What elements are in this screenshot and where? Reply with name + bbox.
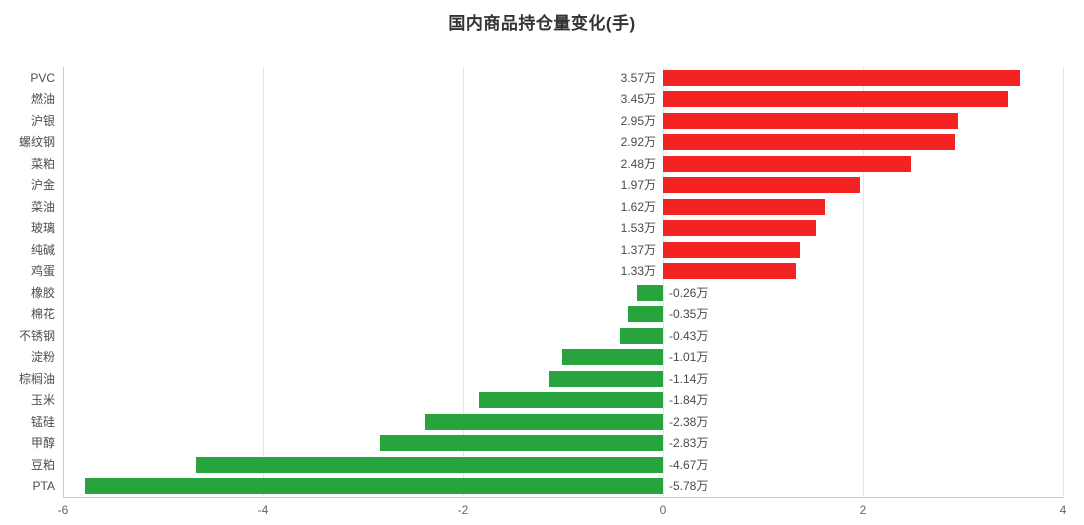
bar-positive[interactable] — [663, 263, 796, 279]
bar-value-label: -1.84万 — [669, 393, 709, 407]
bar-negative[interactable] — [637, 285, 663, 301]
bar-value-label: -5.78万 — [669, 479, 709, 493]
bar-positive[interactable] — [663, 177, 860, 193]
bar-negative[interactable] — [628, 306, 663, 322]
category-label: 棕榈油 — [18, 372, 55, 386]
category-label: 棉花 — [30, 307, 55, 321]
bar-value-label: 1.33万 — [620, 264, 656, 278]
bar-value-label: -2.83万 — [669, 436, 709, 450]
category-label: 淀粉 — [30, 350, 55, 364]
y-axis-line — [63, 67, 64, 497]
bar-positive[interactable] — [663, 134, 955, 150]
category-label: PTA — [32, 479, 55, 493]
category-label: 菜油 — [30, 200, 55, 214]
bar-negative[interactable] — [196, 457, 663, 473]
bar-value-label: -1.01万 — [669, 350, 709, 364]
bar-negative[interactable] — [562, 349, 663, 365]
x-axis-line — [63, 497, 1064, 498]
category-label: 菜粕 — [30, 157, 55, 171]
bar-positive[interactable] — [663, 70, 1020, 86]
x-tick-label: -6 — [57, 503, 69, 517]
category-label: 鸡蛋 — [30, 264, 55, 278]
category-label: 玻璃 — [30, 221, 55, 235]
x-tick-label: 2 — [859, 503, 867, 517]
bar-negative[interactable] — [85, 478, 663, 494]
bar-positive[interactable] — [663, 91, 1008, 107]
bar-value-label: -4.67万 — [669, 458, 709, 472]
grid-line — [263, 67, 264, 497]
bar-value-label: 3.57万 — [620, 71, 656, 85]
bar-value-label: 1.62万 — [620, 200, 656, 214]
bar-negative[interactable] — [380, 435, 663, 451]
bar-value-label: 3.45万 — [620, 92, 656, 106]
bar-positive[interactable] — [663, 113, 958, 129]
x-tick-label: -2 — [457, 503, 469, 517]
bar-negative[interactable] — [620, 328, 663, 344]
bar-positive[interactable] — [663, 220, 816, 236]
bar-positive[interactable] — [663, 156, 911, 172]
bar-positive[interactable] — [663, 199, 825, 215]
bar-positive[interactable] — [663, 242, 800, 258]
grid-line — [863, 67, 864, 497]
category-label: 玉米 — [30, 393, 55, 407]
category-label: 沪金 — [30, 178, 55, 192]
bar-negative[interactable] — [549, 371, 663, 387]
x-tick-label: 4 — [1059, 503, 1067, 517]
bar-value-label: 1.37万 — [620, 243, 656, 257]
bar-value-label: -0.43万 — [669, 329, 709, 343]
x-tick-label: 0 — [659, 503, 667, 517]
category-label: 锰硅 — [30, 415, 55, 429]
bar-value-label: 2.92万 — [620, 135, 656, 149]
category-label: 沪银 — [30, 114, 55, 128]
category-label: 甲醇 — [30, 436, 55, 450]
category-label: 燃油 — [30, 92, 55, 106]
bar-value-label: -1.14万 — [669, 372, 709, 386]
bar-value-label: -2.38万 — [669, 415, 709, 429]
bar-value-label: -0.35万 — [669, 307, 709, 321]
category-label: 不锈钢 — [18, 329, 55, 343]
chart-title: 国内商品持仓量变化(手) — [448, 14, 636, 33]
category-label: 豆粕 — [30, 458, 55, 472]
bar-negative[interactable] — [425, 414, 663, 430]
bar-negative[interactable] — [479, 392, 663, 408]
bar-value-label: 2.95万 — [620, 114, 656, 128]
bar-value-label: -0.26万 — [669, 286, 709, 300]
grid-line — [663, 67, 664, 497]
category-label: PVC — [30, 71, 55, 85]
bar-value-label: 1.53万 — [620, 221, 656, 235]
category-label: 纯碱 — [30, 243, 55, 257]
category-label: 橡胶 — [30, 286, 55, 300]
category-label: 螺纹钢 — [18, 135, 55, 149]
bar-value-label: 1.97万 — [620, 178, 656, 192]
x-tick-label: -4 — [257, 503, 269, 517]
bar-value-label: 2.48万 — [620, 157, 656, 171]
grid-line — [1063, 67, 1064, 497]
grid-line — [463, 67, 464, 497]
